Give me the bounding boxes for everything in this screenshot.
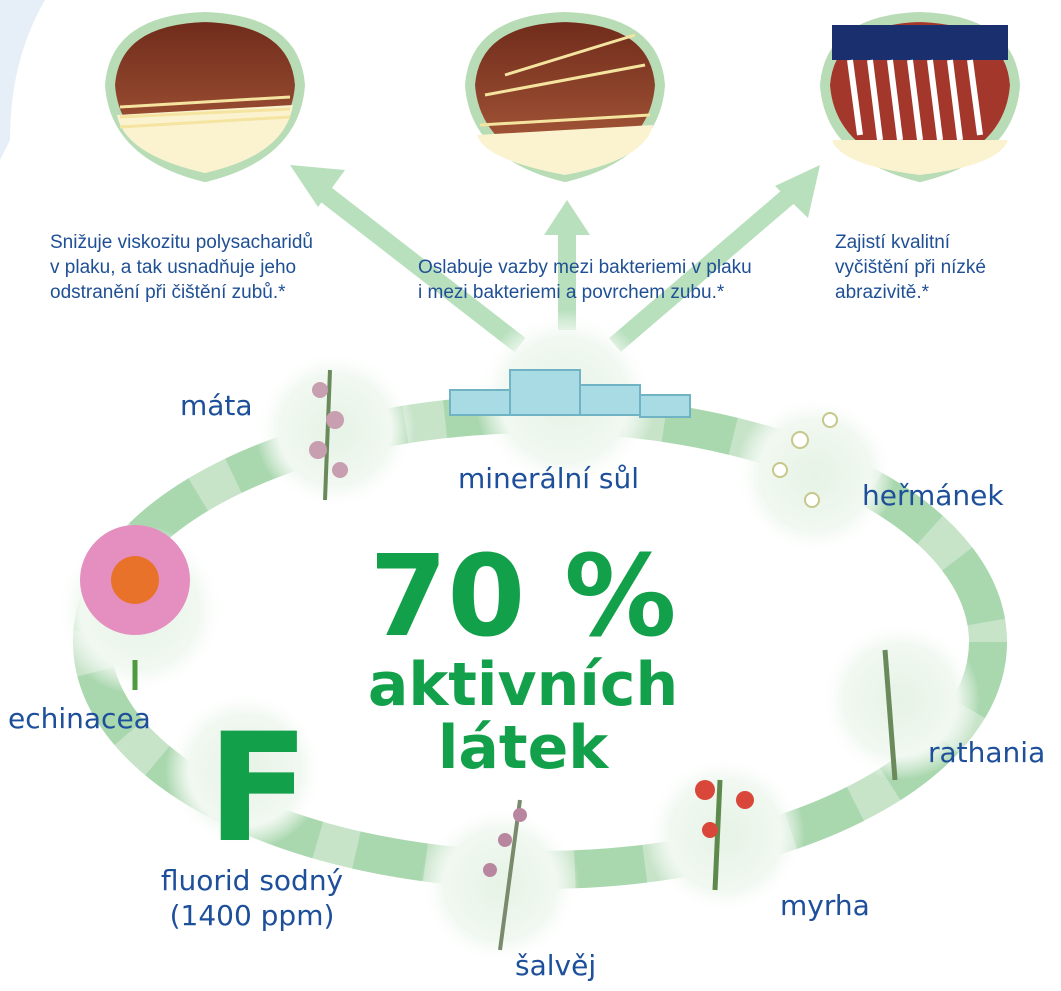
ingredient-label: myrha: [780, 889, 870, 922]
fluoride-symbol: F: [207, 702, 309, 876]
benefit-text: i mezi bakteriemi a povrchem zubu.*: [418, 282, 725, 303]
benefit-text: v plaku, a tak usnadňuje jeho: [50, 257, 296, 278]
center-percent: 70 %: [369, 532, 676, 662]
center-text: aktivních: [368, 650, 678, 720]
ingredient-label: minerální sůl: [458, 462, 639, 495]
lenses: [110, 17, 1015, 177]
center-text: látek: [438, 713, 610, 783]
benefit-text: Snižuje viskozitu polysacharidů: [50, 232, 313, 253]
benefit-text: Oslabuje vazby mezi bakteriemi v plaku: [418, 257, 752, 278]
ingredient-label: máta: [180, 389, 253, 422]
ingredient-label: fluorid sodný: [161, 864, 343, 897]
corner-decoration: [0, 0, 45, 160]
ingredient-label: šalvěj: [515, 949, 596, 982]
infographic: Snižuje viskozitu polysacharidů v plaku,…: [0, 0, 1061, 991]
ingredient-label: heřmánek: [862, 479, 1004, 512]
ingredient-label: echinacea: [8, 702, 151, 735]
benefit-text: odstranění při čištění zubů.*: [50, 282, 286, 303]
benefit-text: abrazivitě.*: [835, 282, 930, 303]
benefit-text: vyčištění při nízké: [835, 257, 986, 278]
ingredient-label: (1400 ppm): [170, 899, 335, 932]
benefit-descriptions: Snižuje viskozitu polysacharidů v plaku,…: [50, 232, 986, 303]
ingredient-label: rathania: [928, 736, 1045, 769]
benefit-text: Zajistí kvalitní: [835, 232, 951, 253]
